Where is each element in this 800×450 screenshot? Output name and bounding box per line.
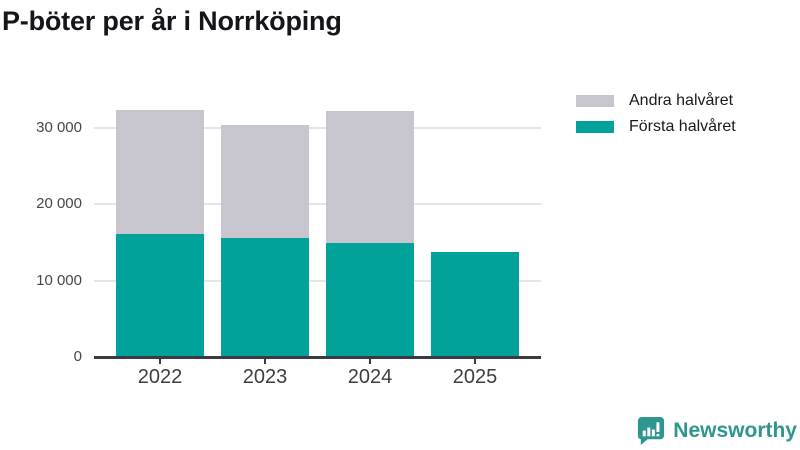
bar-2023-första-halvåret (221, 238, 309, 357)
x-tick-2023 (264, 357, 266, 364)
legend-item-andra-halvaret: Andra halvåret (576, 91, 736, 111)
legend-swatch-forsta-halvaret (576, 121, 614, 133)
chart-title: P-böter per år i Norrköping (2, 6, 342, 36)
gridline-10000 (94, 279, 541, 282)
legend-swatch-andra-halvaret (576, 95, 614, 107)
x-tick-2024 (369, 357, 371, 364)
x-axis-label-2024: 2024 (347, 366, 393, 388)
bar-2025-första-halvåret (431, 252, 519, 357)
legend: Andra halvåret Första halvåret (576, 91, 736, 143)
brand-footer[interactable]: Newsworthy (635, 415, 797, 446)
x-axis-line (94, 356, 541, 359)
x-axis-label-2025: 2025 (452, 366, 498, 388)
y-axis-label: 10 000 (36, 271, 82, 289)
x-tick-2025 (474, 357, 476, 364)
legend-item-forsta-halvaret: Första halvåret (576, 117, 736, 137)
bar-2024-andra-halvåret (326, 111, 414, 243)
y-axis-label: 0 (73, 348, 82, 365)
legend-label-andra-halvaret: Andra halvåret (629, 92, 734, 109)
newsworthy-logo-icon (638, 416, 665, 446)
bar-2024-första-halvåret (326, 243, 414, 357)
bar-2022-första-halvåret (116, 233, 204, 357)
gridline-30000 (94, 126, 541, 129)
x-axis-label-2022: 2022 (137, 366, 183, 388)
bar-2023-andra-halvåret (221, 125, 309, 239)
x-axis-label-2023: 2023 (242, 366, 288, 388)
legend-label-forsta-halvaret: Första halvåret (629, 118, 736, 135)
bar-2022-andra-halvåret (116, 109, 204, 234)
x-tick-2022 (159, 357, 161, 364)
gridline-20000 (94, 203, 541, 205)
brand-name: Newsworthy (673, 418, 797, 442)
y-axis-label: 20 000 (36, 195, 82, 212)
y-axis-label: 30 000 (36, 118, 82, 136)
